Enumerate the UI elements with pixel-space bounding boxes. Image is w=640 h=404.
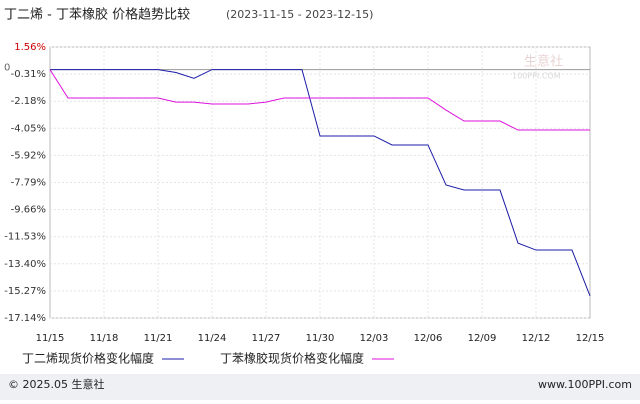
y-tick-label: -9.66% [11,205,46,216]
chart-subtitle: (2023-11-15 - 2023-12-15) [226,8,373,21]
footer-left: © 2025.05 生意社 [8,377,104,391]
x-tick-label: 11/30 [306,333,335,344]
watermark: 生意社 [524,54,563,70]
y-tick-label: -13.40% [4,259,46,270]
footer-right: www.100PPI.com [538,378,632,391]
y-tick-label: 0 [4,63,10,74]
y-tick-label: -5.92% [11,150,46,161]
x-tick-label: 12/15 [576,333,605,344]
y-tick-label: -17.14% [4,313,46,324]
y-tick-label: -7.79% [11,178,46,189]
x-tick-label: 12/06 [414,333,443,344]
chart-title: 丁二烯 - 丁苯橡胶 价格趋势比较 [4,7,190,23]
x-tick-label: 12/12 [522,333,551,344]
y-tick-label: -0.31% [11,69,46,80]
y-tick-label: -4.05% [11,123,46,134]
y-tick-label: -2.18% [11,96,46,107]
x-tick-label: 11/24 [198,333,227,344]
legend-label: 丁苯橡胶现货价格变化幅度 [220,351,364,366]
y-tick-label: -15.27% [4,286,46,297]
x-tick-label: 11/15 [36,333,65,344]
series-line [49,69,590,131]
series-line [50,69,591,297]
x-tick-label: 11/18 [90,333,119,344]
x-tick-label: 12/09 [468,333,497,344]
footer-band [0,374,640,400]
y-tick-label: 1.56% [14,42,46,53]
x-tick-label: 12/03 [360,333,389,344]
x-tick-label: 11/27 [252,333,281,344]
legend-label: 丁二烯现货价格变化幅度 [22,351,154,366]
x-tick-label: 11/21 [144,333,173,344]
y-tick-label: -11.53% [4,232,46,243]
